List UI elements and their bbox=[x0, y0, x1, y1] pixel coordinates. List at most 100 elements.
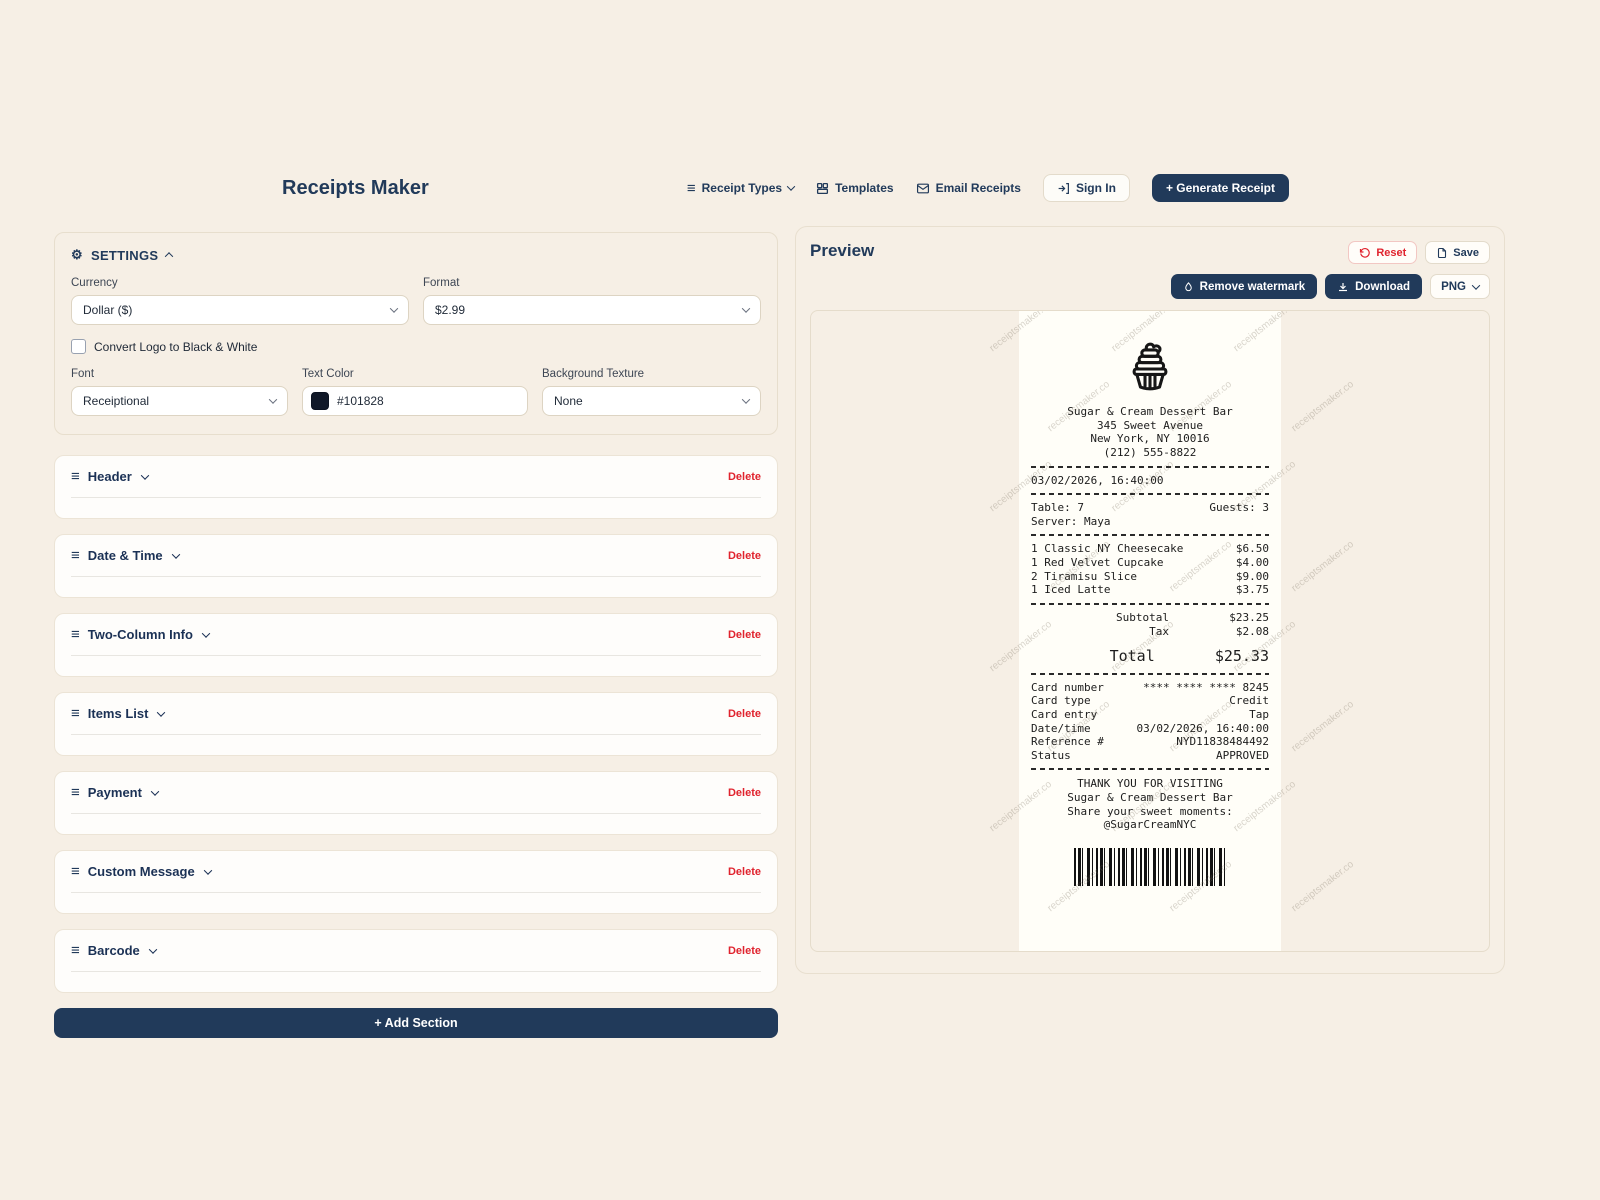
delete-button[interactable]: Delete bbox=[727, 549, 761, 562]
section-toggle-custom-message[interactable]: ≡ Custom Message bbox=[71, 863, 212, 880]
section-card-payment: ≡ Payment Delete bbox=[54, 771, 778, 835]
section-card-header: ≡ Header Delete bbox=[54, 455, 778, 519]
store-city: New York, NY 10016 bbox=[1090, 432, 1210, 446]
sections-list: ≡ Header Delete ≡ Date & Time Delete bbox=[54, 455, 778, 993]
font-select[interactable]: Receiptional bbox=[71, 386, 288, 416]
divider bbox=[1031, 534, 1269, 537]
item-price: $9.00 bbox=[1235, 569, 1269, 583]
section-toggle-date-time[interactable]: ≡ Date & Time bbox=[71, 547, 180, 564]
nav-receipt-types[interactable]: ≡ Receipt Types bbox=[686, 179, 796, 197]
chevron-down-icon bbox=[203, 865, 212, 875]
item-price: $3.75 bbox=[1235, 583, 1269, 597]
nav-templates-label: Templates bbox=[835, 181, 894, 195]
divider bbox=[1031, 493, 1269, 496]
chevron-down-icon bbox=[157, 707, 166, 717]
currency-select[interactable]: Dollar ($) bbox=[71, 295, 409, 325]
chevron-down-icon bbox=[741, 304, 751, 313]
drag-handle-icon[interactable]: ≡ bbox=[71, 705, 80, 722]
section-card-barcode: ≡ Barcode Delete bbox=[54, 929, 778, 993]
format-select[interactable]: $2.99 bbox=[423, 295, 761, 325]
item-name: 1 Classic NY Cheesecake bbox=[1031, 542, 1184, 556]
tax-value: $2.08 bbox=[1235, 624, 1269, 638]
payment-label: Card entry bbox=[1031, 707, 1098, 721]
guests-info: Guests: 3 bbox=[1209, 501, 1269, 515]
chevron-down-icon bbox=[741, 395, 751, 404]
download-button[interactable]: Download bbox=[1325, 274, 1423, 299]
format-label: Format bbox=[423, 277, 460, 289]
background-texture-select[interactable]: None bbox=[542, 386, 761, 416]
export-format-select[interactable]: PNG bbox=[1430, 274, 1490, 299]
section-card-custom-message: ≡ Custom Message Delete bbox=[54, 850, 778, 914]
payment-value: 03/02/2026, 16:40:00 bbox=[1136, 721, 1269, 735]
section-toggle-header[interactable]: ≡ Header bbox=[71, 468, 150, 485]
sign-in-button[interactable]: Sign In bbox=[1042, 174, 1130, 202]
chevron-up-icon bbox=[165, 252, 174, 261]
text-color-field[interactable]: #101828 bbox=[302, 386, 528, 416]
subtotal-label: Subtotal bbox=[1116, 610, 1170, 624]
payment-value: Credit bbox=[1229, 694, 1269, 708]
section-card-date-time: ≡ Date & Time Delete bbox=[54, 534, 778, 598]
delete-button[interactable]: Delete bbox=[727, 786, 761, 799]
drag-handle-icon[interactable]: ≡ bbox=[71, 547, 80, 564]
section-label: Payment bbox=[87, 785, 142, 800]
reset-icon bbox=[1360, 247, 1371, 258]
delete-button[interactable]: Delete bbox=[727, 628, 761, 641]
chevron-down-icon bbox=[1471, 280, 1481, 290]
drag-handle-icon[interactable]: ≡ bbox=[71, 784, 80, 801]
reset-label: Reset bbox=[1376, 246, 1407, 259]
item-price: $6.50 bbox=[1235, 542, 1269, 556]
delete-button[interactable]: Delete bbox=[727, 470, 761, 483]
chevron-down-icon bbox=[268, 395, 278, 404]
sign-in-label: Sign In bbox=[1075, 181, 1116, 195]
watermark-text: receiptsmaker.co bbox=[1289, 378, 1356, 435]
top-navigation: ≡ Receipt Types Templates Email Receipts… bbox=[687, 174, 1289, 202]
section-toggle-barcode[interactable]: ≡ Barcode bbox=[71, 942, 158, 959]
gear-icon: ⚙ bbox=[71, 247, 83, 262]
color-swatch[interactable] bbox=[311, 392, 329, 410]
delete-button[interactable]: Delete bbox=[727, 865, 761, 878]
section-toggle-two-column-info[interactable]: ≡ Two-Column Info bbox=[71, 626, 211, 643]
settings-card: ⚙ SETTINGS Currency Dollar ($) Format $2… bbox=[54, 232, 778, 435]
drag-handle-icon[interactable]: ≡ bbox=[71, 468, 80, 485]
footer-line: THANK YOU FOR VISITING bbox=[1077, 777, 1223, 791]
reset-button[interactable]: Reset bbox=[1348, 241, 1418, 264]
nav-email-receipts[interactable]: Email Receipts bbox=[916, 181, 1021, 195]
drag-handle-icon[interactable]: ≡ bbox=[71, 942, 80, 959]
nav-receipt-types-label: Receipt Types bbox=[701, 181, 783, 195]
drag-handle-icon[interactable]: ≡ bbox=[71, 863, 80, 880]
remove-watermark-button[interactable]: Remove watermark bbox=[1170, 274, 1318, 299]
settings-header[interactable]: ⚙ SETTINGS bbox=[71, 247, 761, 263]
format-value: $2.99 bbox=[435, 303, 466, 317]
payment-label: Card type bbox=[1031, 694, 1091, 708]
preview-title: Preview bbox=[810, 241, 875, 260]
payment-value: Tap bbox=[1249, 707, 1269, 721]
add-section-button[interactable]: + Add Section bbox=[54, 1008, 778, 1038]
watermark-text: receiptsmaker.co bbox=[1289, 858, 1356, 915]
save-button[interactable]: Save bbox=[1425, 241, 1490, 264]
menu-icon: ≡ bbox=[686, 179, 696, 197]
payment-value: NYD11838484492 bbox=[1176, 735, 1269, 749]
store-address: 345 Sweet Avenue bbox=[1097, 418, 1203, 432]
chevron-down-icon bbox=[389, 304, 399, 313]
section-label: Custom Message bbox=[87, 864, 195, 879]
currency-value: Dollar ($) bbox=[83, 303, 133, 317]
builder-column: ⚙ SETTINGS Currency Dollar ($) Format $2… bbox=[54, 232, 778, 1038]
footer-line: Sugar & Cream Dessert Bar bbox=[1067, 791, 1233, 805]
section-toggle-payment[interactable]: ≡ Payment bbox=[71, 784, 160, 801]
chevron-down-icon bbox=[201, 628, 211, 638]
delete-button[interactable]: Delete bbox=[727, 944, 761, 957]
generate-receipt-button[interactable]: + Generate Receipt bbox=[1151, 174, 1289, 202]
nav-templates[interactable]: Templates bbox=[816, 181, 894, 195]
delete-button[interactable]: Delete bbox=[727, 707, 761, 720]
section-label: Items List bbox=[87, 706, 149, 721]
payment-label: Card number bbox=[1031, 680, 1104, 694]
chevron-down-icon bbox=[171, 549, 180, 559]
section-label: Date & Time bbox=[87, 548, 163, 563]
nav-email-receipts-label: Email Receipts bbox=[935, 181, 1021, 195]
footer-line: @SugarCreamNYC bbox=[1103, 818, 1197, 832]
drag-handle-icon[interactable]: ≡ bbox=[71, 626, 80, 643]
section-toggle-items-list[interactable]: ≡ Items List bbox=[71, 705, 166, 722]
convert-logo-checkbox[interactable] bbox=[71, 339, 86, 354]
total-value: $25.33 bbox=[1214, 647, 1269, 666]
payment-label: Status bbox=[1031, 748, 1071, 762]
